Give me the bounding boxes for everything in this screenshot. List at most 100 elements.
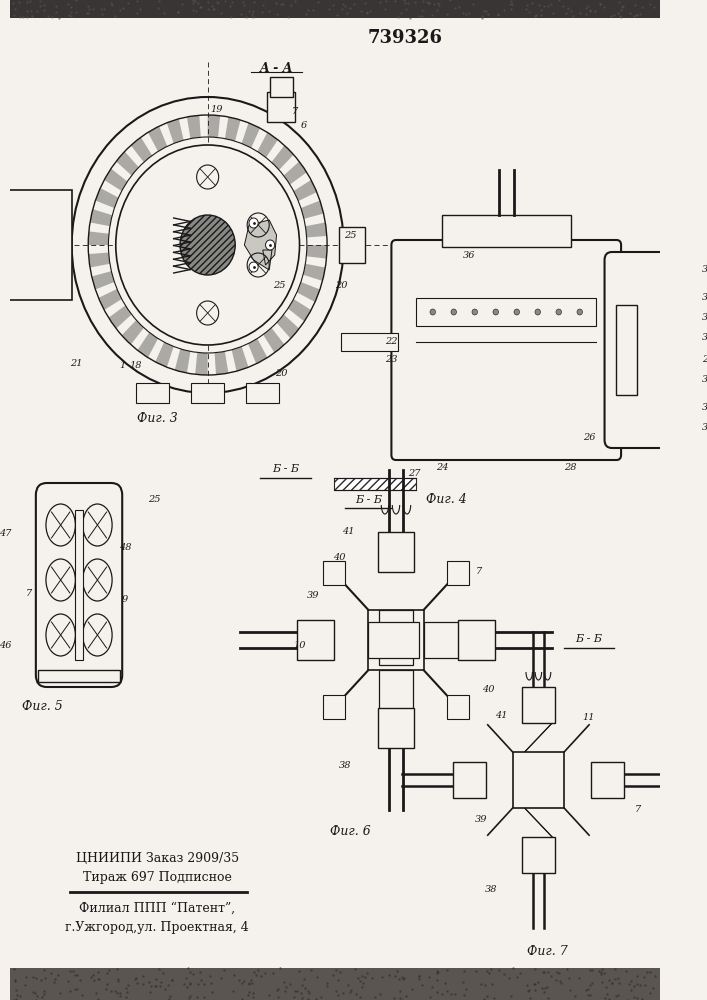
Circle shape — [451, 309, 457, 315]
Text: 46: 46 — [0, 641, 12, 650]
Polygon shape — [131, 137, 152, 162]
Bar — [297, 620, 334, 660]
Bar — [423, 622, 474, 658]
Bar — [339, 227, 365, 263]
Bar — [334, 478, 416, 490]
Bar — [458, 620, 495, 660]
Circle shape — [535, 309, 540, 315]
Text: 1: 1 — [119, 360, 125, 369]
Circle shape — [266, 240, 275, 250]
Bar — [447, 695, 469, 719]
Polygon shape — [122, 320, 144, 345]
Bar — [191, 383, 224, 403]
Text: Б - Б: Б - Б — [355, 495, 382, 505]
Bar — [513, 752, 564, 808]
Polygon shape — [88, 253, 110, 268]
Text: 41: 41 — [342, 528, 354, 536]
Bar — [592, 764, 622, 796]
Bar — [398, 433, 614, 453]
Polygon shape — [137, 332, 158, 358]
Text: 26: 26 — [583, 432, 595, 442]
Bar — [515, 754, 562, 806]
Bar — [448, 697, 467, 717]
Text: г.Ужгород,ул. Проектная, 4: г.Ужгород,ул. Проектная, 4 — [65, 922, 249, 934]
Bar — [325, 697, 344, 717]
Polygon shape — [303, 264, 325, 281]
FancyBboxPatch shape — [604, 252, 679, 448]
Bar — [93, 497, 110, 673]
Bar — [378, 532, 414, 572]
Text: 25: 25 — [148, 495, 160, 504]
Bar — [341, 229, 363, 261]
Text: 28: 28 — [564, 462, 577, 472]
Bar — [524, 839, 553, 871]
Polygon shape — [306, 245, 327, 259]
Text: 19: 19 — [211, 104, 223, 113]
Polygon shape — [215, 351, 228, 375]
Polygon shape — [175, 349, 190, 373]
Bar — [619, 307, 635, 393]
Circle shape — [116, 145, 300, 345]
Text: 27: 27 — [408, 468, 421, 478]
Polygon shape — [104, 169, 127, 191]
Text: 23: 23 — [385, 356, 397, 364]
Text: Фиг. 6: Фиг. 6 — [329, 825, 370, 838]
Text: Б - Б: Б - Б — [575, 634, 602, 644]
Bar — [380, 710, 412, 746]
Bar — [37, 670, 120, 682]
Bar — [246, 383, 279, 403]
Polygon shape — [242, 123, 260, 148]
Text: 37: 37 — [702, 402, 707, 412]
Text: ЦНИИПИ Заказ 2909/35: ЦНИИПИ Заказ 2909/35 — [76, 852, 239, 864]
Polygon shape — [263, 328, 284, 353]
Text: Б - Б: Б - Б — [272, 464, 299, 474]
Text: 31: 31 — [702, 375, 707, 384]
Bar — [617, 305, 637, 395]
Circle shape — [249, 218, 258, 228]
Bar — [619, 263, 665, 437]
Bar — [419, 270, 593, 340]
Bar — [522, 837, 555, 873]
Circle shape — [180, 215, 235, 275]
Text: 9: 9 — [122, 595, 128, 604]
Polygon shape — [95, 188, 119, 208]
Polygon shape — [167, 119, 184, 144]
Polygon shape — [90, 209, 112, 226]
Text: 20: 20 — [275, 368, 288, 377]
Text: 41: 41 — [496, 710, 508, 720]
Text: 25: 25 — [273, 280, 286, 290]
Text: 39: 39 — [475, 816, 488, 824]
Text: 24: 24 — [436, 462, 448, 472]
Bar — [442, 215, 571, 247]
Bar — [323, 561, 345, 585]
Text: 29: 29 — [702, 356, 707, 364]
Text: 7: 7 — [476, 568, 481, 576]
Text: 34: 34 — [702, 332, 707, 342]
Polygon shape — [297, 282, 320, 302]
Polygon shape — [271, 145, 293, 170]
Bar — [378, 708, 414, 748]
Circle shape — [493, 309, 498, 315]
Bar — [416, 298, 596, 326]
Text: Фиг. 4: Фиг. 4 — [426, 493, 467, 506]
Bar — [298, 622, 332, 658]
Bar — [10, 968, 660, 1000]
Bar — [270, 77, 293, 97]
Bar — [368, 610, 423, 670]
Polygon shape — [208, 115, 220, 138]
FancyBboxPatch shape — [392, 240, 621, 460]
Bar — [524, 689, 553, 721]
Bar — [380, 534, 412, 570]
Text: 20: 20 — [334, 280, 347, 290]
Bar — [380, 610, 412, 665]
Circle shape — [249, 262, 258, 272]
Text: 6: 6 — [301, 120, 308, 129]
Bar — [591, 762, 624, 798]
Polygon shape — [305, 222, 327, 237]
Polygon shape — [248, 339, 267, 364]
Text: 40: 40 — [481, 686, 494, 694]
Circle shape — [472, 309, 477, 315]
FancyBboxPatch shape — [36, 483, 122, 687]
Bar — [76, 510, 83, 660]
Circle shape — [430, 309, 436, 315]
